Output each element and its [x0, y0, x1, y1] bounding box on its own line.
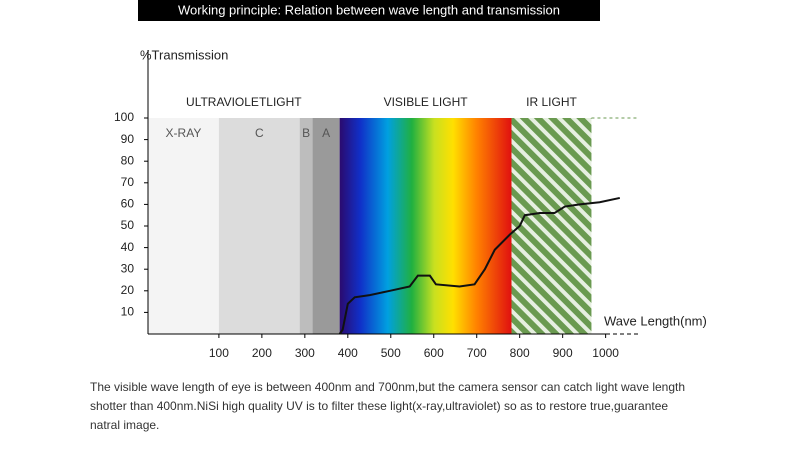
band-label: ULTRAVIOLETLIGHT — [186, 95, 302, 109]
y-tick-label: 40 — [121, 240, 135, 254]
region-label: X-RAY — [166, 126, 202, 140]
band — [511, 118, 592, 334]
transmission-line — [338, 196, 621, 335]
caption-line: The visible wave length of eye is betwee… — [90, 380, 686, 394]
x-tick-label: 100 — [209, 346, 229, 360]
chart-title: Working principle: Relation between wave… — [178, 2, 560, 17]
y-tick-label: 30 — [121, 261, 135, 275]
caption-line: shotter than 400nm.NiSi high quality UV … — [90, 399, 669, 413]
band-label: VISIBLE LIGHT — [384, 95, 469, 109]
y-axis-label: %Transmission — [140, 47, 228, 62]
band — [339, 118, 512, 334]
region — [218, 118, 300, 334]
region — [148, 118, 219, 334]
caption: The visible wave length of eye is betwee… — [90, 378, 770, 435]
x-tick-label: 300 — [295, 346, 315, 360]
y-tick-label: 100 — [114, 110, 134, 124]
x-tick-label: 700 — [467, 346, 487, 360]
region-label: A — [322, 126, 330, 140]
y-tick-label: 80 — [121, 153, 135, 167]
y-tick-label: 60 — [121, 197, 135, 211]
band-label: IR LIGHT — [526, 95, 577, 109]
x-axis-label: Wave Length(nm) — [604, 313, 707, 328]
x-tick-label: 200 — [252, 346, 272, 360]
y-tick-label: 70 — [121, 175, 135, 189]
caption-line: natral image. — [90, 418, 160, 432]
x-tick-label: 800 — [510, 346, 530, 360]
x-tick-label: 600 — [424, 346, 444, 360]
region-label: B — [302, 126, 310, 140]
region — [299, 118, 313, 334]
title-bar — [138, 0, 600, 21]
region — [312, 118, 340, 334]
x-tick-label: 500 — [381, 346, 401, 360]
region-label: C — [255, 126, 264, 140]
y-tick-label: 20 — [121, 283, 135, 297]
y-tick-label: 90 — [121, 132, 135, 146]
x-tick-label: 900 — [553, 346, 573, 360]
y-tick-label: 50 — [121, 218, 135, 232]
x-tick-label: 1000 — [592, 346, 619, 360]
y-tick-label: 10 — [121, 305, 135, 319]
plot-area: X-RAY C B A ULTRAVIOLETLIGHT VISIBLE LIGHT IR … — [114, 50, 640, 360]
chart: Working principle: Relation between wave… — [114, 0, 707, 360]
x-tick-label: 400 — [338, 346, 358, 360]
